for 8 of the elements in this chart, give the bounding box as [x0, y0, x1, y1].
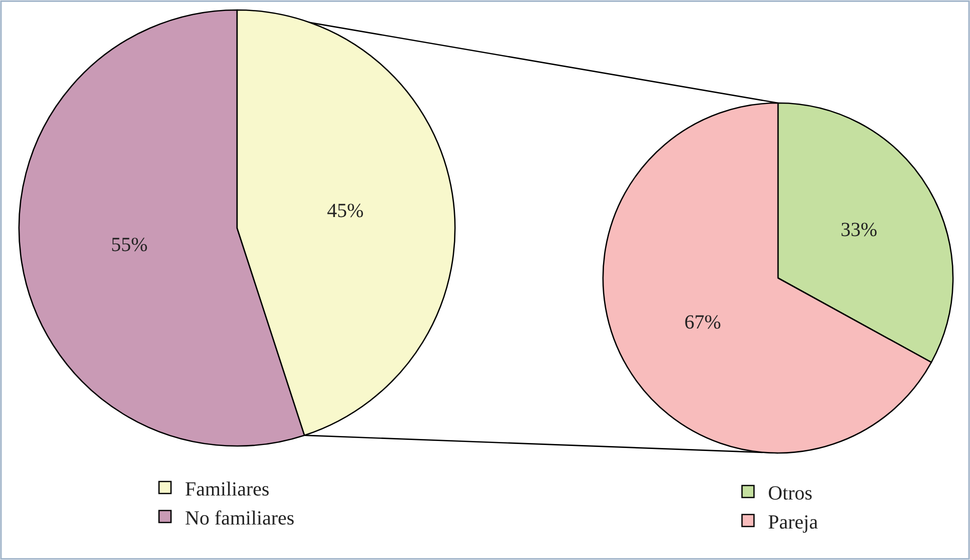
- data-label: 55%: [111, 234, 148, 256]
- data-label: 45%: [326, 200, 364, 222]
- legend-label: No familiares: [185, 507, 295, 530]
- legend-label: Otros: [768, 482, 813, 504]
- data-label: 33%: [840, 219, 878, 242]
- data-label: 67%: [684, 312, 722, 334]
- legend-label: Pareja: [768, 511, 818, 534]
- legend-label: Familiares: [185, 478, 270, 500]
